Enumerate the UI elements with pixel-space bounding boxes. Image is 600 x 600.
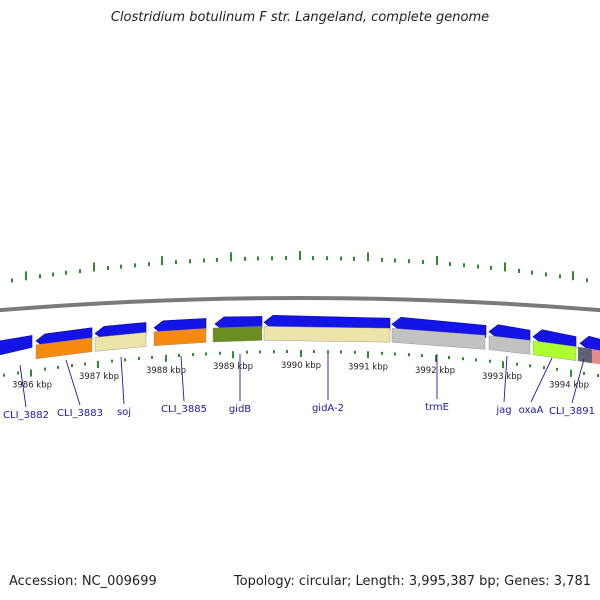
gene-category-band [488, 335, 531, 355]
gene-category-band [94, 332, 147, 352]
backbone-arc [0, 296, 600, 313]
gene-category-band [532, 340, 577, 361]
gene-name-labels: CLI_3882 CLI_3883 soj CLI_3885 gidB gidA-2 trm… [3, 402, 595, 421]
label-leader-line [180, 355, 185, 402]
scale-label: 3991 kbp [348, 362, 388, 372]
gene-category-band [391, 328, 486, 350]
gene-category-track [35, 326, 600, 365]
scale-labels: 3986 kbp 3987 kbp 3988 kbp 3989 kbp 3990 kbp… [12, 361, 589, 391]
label-leader-lines [19, 353, 585, 408]
label-leader-line [503, 355, 508, 403]
scale-label: 3994 kbp [549, 381, 589, 391]
scale-label: 3992 kbp [415, 366, 455, 376]
label-leader-line [530, 357, 553, 403]
scale-label: 3988 kbp [146, 366, 186, 376]
inner-tick-track [3, 350, 599, 378]
gene-category-band [212, 326, 263, 343]
gene-category-band [263, 326, 391, 343]
gene-label-soj: soj [117, 407, 131, 418]
gene-label-cli_3882: CLI_3882 [3, 410, 49, 421]
label-leader-line [65, 359, 81, 406]
scale-label: 3990 kbp [281, 361, 321, 371]
gene-category-band [577, 346, 593, 364]
gene-label-oxaa: oxaA [519, 405, 544, 416]
label-leader-line [19, 364, 27, 408]
gene-arrow [0, 335, 33, 356]
gene-category-band [35, 337, 93, 360]
scale-label: 3989 kbp [213, 362, 253, 372]
label-leader-line [120, 356, 125, 405]
gene-label-cli_3891: CLI_3891 [549, 406, 595, 417]
outer-tick-track [11, 251, 588, 283]
scale-label: 3993 kbp [482, 372, 522, 382]
map-title: Clostridium botulinum F str. Langeland, … [110, 10, 490, 25]
gene-label-jag: jag [495, 405, 511, 416]
gene-arrow-track [0, 315, 600, 356]
scale-label: 3986 kbp [12, 380, 52, 390]
gene-label-gida-2: gidA-2 [312, 403, 344, 414]
gene-label-gidb: gidB [229, 404, 251, 415]
accession-label: Accession: NC_009699 [9, 574, 157, 589]
gene-label-cli_3883: CLI_3883 [57, 408, 103, 419]
scale-label: 3987 kbp [79, 372, 119, 382]
topology-label: Topology: circular; Length: 3,995,387 bp… [233, 574, 591, 589]
gene-label-trme: trmE [425, 402, 449, 413]
gene-category-band [153, 328, 207, 346]
gene-label-cli_3885: CLI_3885 [161, 404, 207, 415]
gene-category-band [592, 349, 600, 365]
label-leader-line [571, 358, 585, 404]
